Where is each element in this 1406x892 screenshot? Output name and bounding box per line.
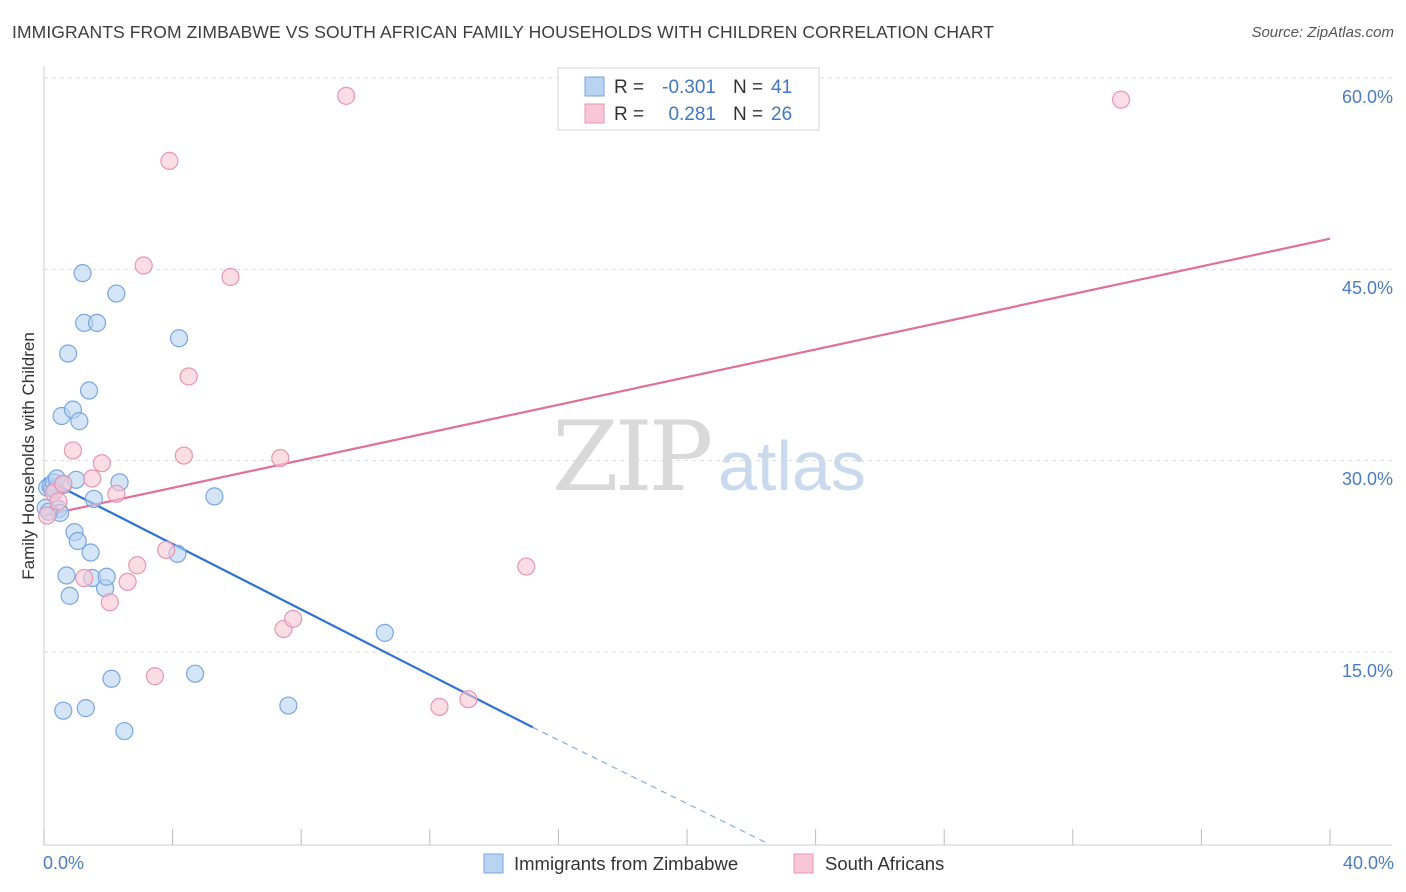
point-south-africans-19 (271, 449, 290, 468)
series-legend: Immigrants from Zimbabwe South Africans (483, 853, 944, 874)
point-zimbabwe-14 (54, 701, 73, 720)
x-tick-label-max: 40.0% (1343, 853, 1394, 873)
point-zimbabwe-37 (205, 487, 224, 506)
grid-layer (44, 77, 1392, 653)
bottom-legend-swatch-zimbabwe (483, 853, 504, 874)
point-zimbabwe-20 (73, 264, 92, 283)
y-tick-label-45: 45.0% (1342, 278, 1393, 298)
point-zimbabwe-27 (87, 313, 107, 333)
axis-layer (43, 66, 1392, 846)
legend-n-value-2: 26 (771, 104, 792, 125)
point-zimbabwe-26 (84, 489, 103, 509)
point-south-africans-7 (92, 454, 111, 473)
point-south-africans-0 (38, 506, 57, 525)
trend-line-south-africans (43, 237, 1331, 517)
bottom-legend-label-south-africans: South Africans (825, 853, 944, 874)
point-zimbabwe-36 (186, 664, 205, 683)
point-south-africans-21 (284, 609, 303, 628)
y-tick-label-60: 60.0% (1342, 87, 1393, 107)
point-south-africans-10 (118, 572, 137, 591)
point-zimbabwe-18 (68, 531, 87, 551)
point-south-africans-8 (100, 593, 120, 612)
legend-r-label-1: R = (614, 77, 644, 98)
x-tick-label-min: 0.0% (43, 853, 84, 873)
point-zimbabwe-23 (79, 381, 99, 400)
watermark-zip: ZIP (552, 401, 711, 513)
point-south-africans-12 (145, 667, 165, 686)
point-zimbabwe-39 (375, 623, 394, 642)
y-tick-label-30: 30.0% (1342, 469, 1393, 489)
correlation-legend: R = -0.301 N = 41 R = 0.281 N = 26 (557, 67, 820, 131)
point-zimbabwe-22 (76, 699, 95, 718)
legend-r-label-2: R = (614, 104, 644, 125)
y-tick-label-15: 15.0% (1342, 661, 1393, 681)
legend-r-value-1: -0.301 (662, 77, 716, 98)
legend-r-value-2: 0.281 (668, 104, 716, 125)
bottom-legend-label-zimbabwe: Immigrants from Zimbabwe (514, 853, 738, 874)
point-south-africans-4 (63, 441, 83, 460)
trend-line-zimbabwe-extension (532, 726, 768, 844)
point-south-africans-13 (157, 540, 176, 560)
trend-layer (43, 237, 1331, 844)
point-south-africans-11 (128, 556, 147, 575)
point-zimbabwe-13 (60, 586, 79, 605)
point-zimbabwe-29 (97, 567, 116, 586)
point-zimbabwe-38 (279, 696, 298, 715)
point-south-africans-16 (174, 446, 193, 465)
point-south-africans-25 (517, 557, 536, 576)
watermark-atlas: atlas (718, 427, 866, 505)
point-south-africans-24 (459, 690, 478, 709)
point-zimbabwe-30 (102, 669, 121, 688)
point-zimbabwe-11 (57, 566, 76, 585)
points-layer (36, 86, 1131, 741)
point-zimbabwe-33 (115, 721, 134, 741)
bottom-legend-swatch-south-africans (793, 853, 814, 874)
legend-swatch-south-africans (584, 103, 605, 124)
point-south-africans-15 (134, 256, 153, 275)
point-south-africans-3 (54, 474, 73, 493)
point-south-africans-26 (1111, 90, 1131, 109)
point-south-africans-23 (430, 697, 449, 716)
legend-swatch-zimbabwe (584, 76, 605, 97)
point-zimbabwe-31 (107, 284, 126, 303)
chart-title: IMMIGRANTS FROM ZIMBABWE VS SOUTH AFRICA… (12, 22, 995, 42)
point-south-africans-9 (107, 484, 126, 503)
legend-n-label-2: N = (733, 104, 763, 125)
point-south-africans-6 (83, 469, 102, 488)
point-zimbabwe-24 (81, 543, 100, 562)
point-south-africans-14 (160, 151, 179, 171)
point-zimbabwe-12 (59, 344, 78, 363)
source-label: Source: ZipAtlas.com (1251, 24, 1394, 41)
point-south-africans-2 (49, 492, 68, 511)
point-south-africans-18 (221, 267, 240, 287)
legend-n-label-1: N = (733, 77, 763, 98)
point-south-africans-22 (337, 86, 356, 105)
point-south-africans-5 (75, 568, 94, 588)
y-axis-label: Family Households with Children (19, 332, 38, 580)
trend-line-zimbabwe (43, 477, 534, 729)
legend-n-value-1: 41 (771, 77, 792, 98)
point-zimbabwe-35 (169, 329, 189, 348)
point-zimbabwe-19 (70, 412, 89, 431)
point-south-africans-17 (179, 367, 198, 386)
